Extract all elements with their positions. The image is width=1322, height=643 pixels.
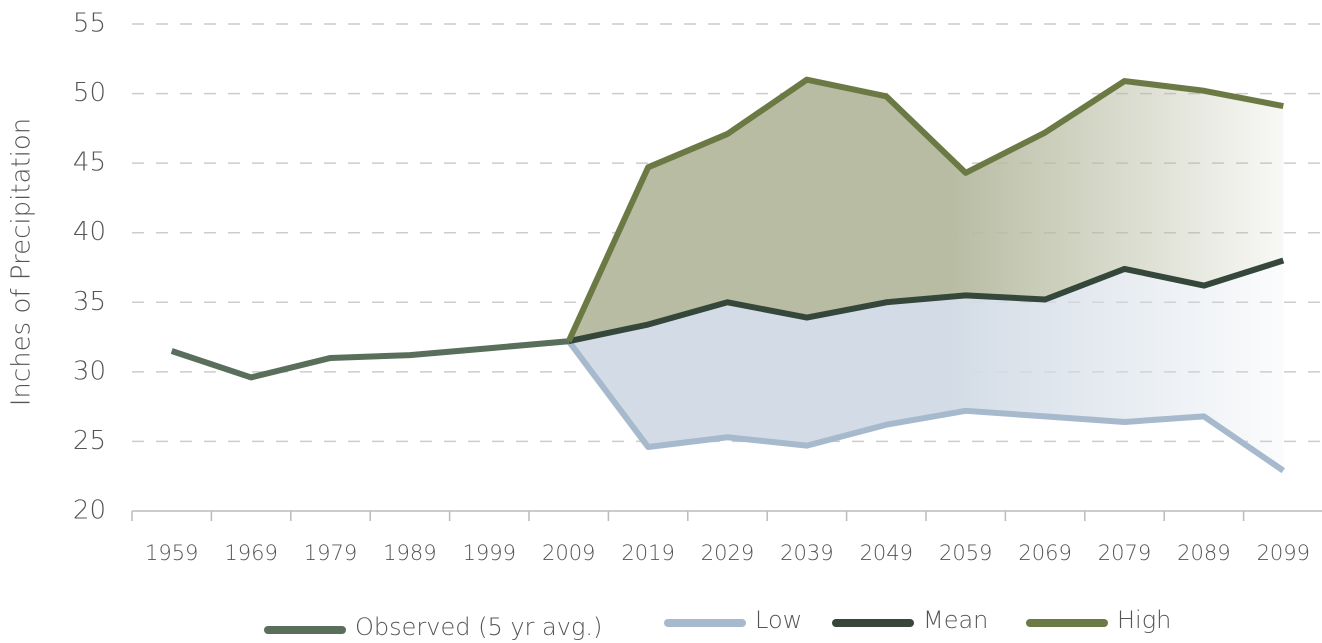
x-tick-label: 2059 — [939, 541, 992, 565]
x-tick-label: 1999 — [463, 541, 516, 565]
y-tick-label: 45 — [73, 148, 106, 178]
y-tick-label: 30 — [73, 356, 106, 386]
x-tick-label: 2089 — [1177, 541, 1230, 565]
x-tick-label: 2069 — [1018, 541, 1071, 565]
series-line — [565, 76, 1284, 343]
legend-label: Mean — [923, 606, 988, 634]
y-tick-label: 50 — [73, 78, 106, 108]
legend-label: Observed (5 yr avg.) — [355, 613, 602, 641]
x-tick-label: 1969 — [224, 541, 277, 565]
x-tick-label: 1989 — [383, 541, 436, 565]
legend-label: Low — [755, 606, 802, 634]
y-axis-label: Inches of Precipitation — [7, 118, 37, 407]
x-tick-label: 2009 — [542, 541, 595, 565]
y-tick-label: 35 — [73, 287, 106, 317]
x-tick-label: 2039 — [780, 541, 833, 565]
x-tick-label: 2049 — [860, 541, 913, 565]
y-tick-label: 20 — [73, 496, 106, 526]
series-line — [568, 257, 1285, 345]
x-tick-label: 2079 — [1098, 541, 1151, 565]
legend-label: High — [1117, 606, 1171, 634]
y-tick-label: 55 — [73, 9, 106, 39]
series-line — [566, 339, 1285, 474]
y-tick-label: 25 — [73, 426, 106, 456]
x-tick-label: 2099 — [1257, 541, 1310, 565]
series-line — [170, 338, 569, 381]
y-tick-label: 40 — [73, 217, 106, 247]
x-tick-label: 2029 — [701, 541, 754, 565]
x-tick-label: 2019 — [621, 541, 674, 565]
x-tick-label: 1979 — [304, 541, 357, 565]
x-tick-label: 1959 — [145, 541, 198, 565]
